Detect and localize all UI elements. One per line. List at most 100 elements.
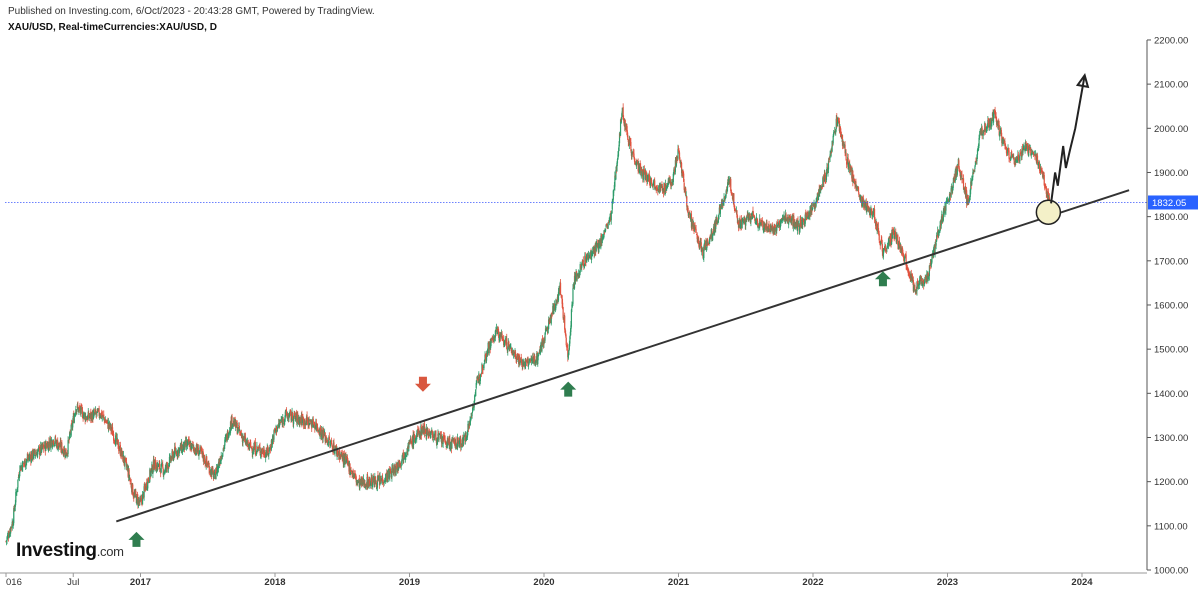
candle-body bbox=[839, 127, 842, 134]
candle-body bbox=[805, 212, 807, 221]
x-tick-label: 2020 bbox=[533, 577, 554, 588]
candle-body bbox=[775, 226, 777, 228]
candle-body bbox=[802, 218, 804, 225]
candle-body bbox=[908, 273, 910, 277]
candle-body bbox=[983, 130, 985, 132]
candle-body bbox=[641, 170, 643, 172]
candle-body bbox=[192, 444, 194, 448]
candle-body bbox=[961, 178, 964, 179]
candle-body bbox=[569, 331, 571, 336]
candle-body bbox=[698, 239, 700, 244]
candle-body bbox=[923, 284, 925, 287]
candle-body bbox=[168, 457, 171, 467]
candle-body bbox=[13, 508, 15, 524]
candle-body bbox=[510, 347, 513, 353]
candle-body bbox=[415, 437, 417, 441]
candle-body bbox=[526, 360, 528, 363]
candle-body bbox=[397, 463, 399, 469]
candle-body bbox=[67, 440, 70, 442]
candle-body bbox=[706, 239, 709, 246]
candle-body bbox=[414, 435, 416, 443]
candle-body bbox=[660, 185, 663, 188]
candle-body bbox=[476, 378, 478, 380]
candle-body bbox=[330, 441, 332, 442]
candle-body bbox=[807, 216, 809, 220]
candle-body bbox=[853, 178, 855, 182]
candle-body bbox=[299, 418, 301, 420]
candle-body bbox=[643, 169, 645, 175]
candle-body bbox=[548, 320, 550, 322]
x-tick-label: 2017 bbox=[130, 577, 151, 588]
candle-body bbox=[608, 221, 610, 223]
candle-body bbox=[564, 315, 566, 330]
candle-body bbox=[900, 244, 902, 253]
candle-body bbox=[124, 457, 126, 466]
candle-body bbox=[291, 412, 294, 420]
y-tick-label: 1500.00 bbox=[1154, 345, 1188, 356]
candle-body bbox=[69, 433, 71, 434]
candle-body bbox=[414, 439, 416, 442]
candle-body bbox=[416, 433, 418, 440]
candle-body bbox=[255, 453, 257, 455]
candle-body bbox=[310, 423, 312, 424]
candle-body bbox=[941, 215, 943, 223]
candle-body bbox=[950, 188, 952, 197]
candle-body bbox=[147, 477, 149, 482]
candle-body bbox=[278, 423, 280, 427]
candle-body bbox=[286, 415, 289, 419]
candle-body bbox=[77, 405, 79, 408]
candle-body bbox=[171, 451, 174, 453]
candle-body bbox=[174, 446, 176, 451]
candle-body bbox=[961, 174, 963, 180]
candle-body bbox=[265, 452, 267, 458]
candle-body bbox=[904, 255, 906, 259]
candle-body bbox=[581, 263, 583, 268]
candle-body bbox=[216, 466, 219, 474]
candle-body bbox=[355, 474, 357, 478]
candle-body bbox=[566, 346, 568, 348]
candle-body bbox=[401, 455, 403, 462]
candle-body bbox=[879, 241, 881, 243]
candle-body bbox=[666, 187, 668, 191]
candle-body bbox=[369, 477, 371, 484]
candle-body bbox=[457, 437, 459, 442]
candle-body bbox=[632, 152, 634, 154]
candle-body bbox=[395, 465, 397, 476]
candle-body bbox=[206, 462, 208, 465]
candle-body bbox=[444, 435, 446, 441]
candle-body bbox=[902, 254, 905, 259]
candle-body bbox=[496, 330, 499, 335]
candle-body bbox=[81, 407, 83, 410]
candle-body bbox=[138, 502, 141, 504]
candle-body bbox=[1010, 159, 1012, 161]
candle-body bbox=[733, 193, 735, 206]
candle-body bbox=[465, 435, 467, 440]
candle-body bbox=[166, 463, 168, 469]
candle-body bbox=[170, 458, 173, 460]
candle-body bbox=[333, 442, 335, 452]
y-tick-label: 1000.00 bbox=[1154, 566, 1188, 577]
candle-body bbox=[919, 277, 921, 279]
candle-body bbox=[973, 170, 975, 173]
candle-body bbox=[485, 352, 488, 361]
candle-body bbox=[170, 457, 172, 462]
candle-body bbox=[376, 476, 379, 488]
y-tick-label: 1800.00 bbox=[1154, 212, 1188, 223]
candle-body bbox=[325, 436, 327, 440]
candle-body bbox=[568, 343, 570, 350]
candle-body bbox=[25, 464, 27, 468]
candle-body bbox=[103, 414, 105, 417]
candle-body bbox=[640, 169, 642, 177]
candle-body bbox=[1037, 161, 1039, 166]
candle-body bbox=[228, 432, 230, 438]
candle-body bbox=[177, 450, 179, 457]
candle-body bbox=[455, 445, 458, 448]
candle-body bbox=[8, 536, 10, 538]
candle-body bbox=[431, 429, 433, 434]
candle-body bbox=[992, 114, 995, 123]
candle-body bbox=[29, 455, 31, 457]
candle-body bbox=[211, 468, 213, 475]
candle-body bbox=[827, 168, 829, 174]
candle-body bbox=[789, 216, 791, 219]
